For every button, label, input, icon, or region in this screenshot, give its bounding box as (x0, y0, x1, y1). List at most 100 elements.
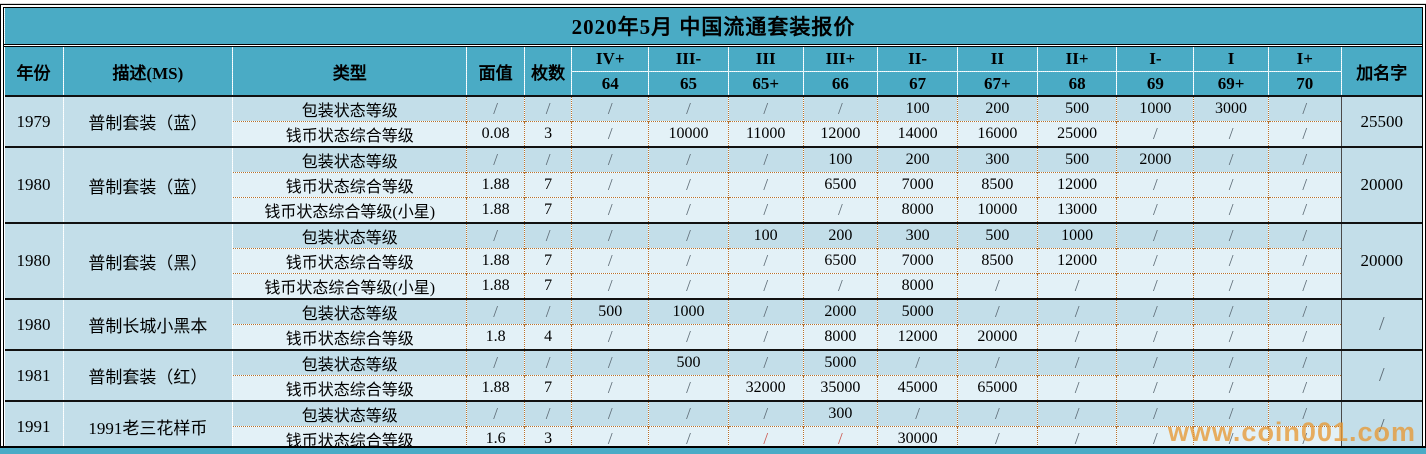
col-header-grade-num: 69 (1116, 71, 1194, 96)
grade-cell: / (1116, 298, 1194, 325)
year-cell: 1979 (4, 95, 64, 147)
type-cell: 包装状态等级 (232, 400, 467, 427)
col-header-grade-num: 66 (802, 71, 878, 96)
grade-cell: / (1193, 146, 1269, 173)
col-header-count: 枚数 (523, 45, 572, 96)
grade-cell: 8000 (877, 197, 958, 223)
count-cell: / (523, 222, 572, 249)
grade-cell: / (1116, 273, 1194, 299)
page-title: 2020年5月 中国流通套装报价 (4, 8, 1422, 47)
face-value-cell: / (466, 146, 525, 173)
add-name-cell: 25500 (1340, 95, 1422, 147)
grade-cell: / (571, 197, 649, 223)
grade-cell: / (1267, 349, 1342, 376)
year-cell: 1991 (4, 400, 64, 451)
desc-cell: 1991老三花样币 (62, 400, 234, 451)
face-value-cell: 1.88 (466, 248, 525, 274)
grade-cell: / (1116, 172, 1194, 198)
grade-cell: 12000 (877, 324, 958, 350)
watermark: www.coin001.com (1167, 417, 1416, 447)
grade-cell: / (1193, 400, 1269, 427)
type-cell: 包装状态等级 (232, 146, 467, 173)
top-gridline-strip (0, 0, 1426, 4)
grade-cell: 100 (727, 222, 804, 249)
grade-cell: / (648, 172, 729, 198)
col-header-grade-roman: IV+ (571, 45, 649, 72)
table-row: 1980 普制套装（黑） 包装状态等级 / / //100 200 300 500 1000// /… (4, 222, 1422, 299)
col-header-grade-roman: II+ (1036, 45, 1117, 72)
year-cell: 1980 (4, 146, 64, 223)
col-header-grade-num: 69+ (1193, 71, 1269, 96)
table-row: 钱币状态综合等级(小星) 1.88 7// //8000 10000 13000// / (5, 197, 1423, 223)
desc-cell: 普制套装（红） (62, 349, 234, 401)
grade-cell: / (648, 400, 729, 427)
col-header-grade-num: 64 (571, 71, 649, 96)
face-value-cell: 1.88 (466, 375, 525, 401)
grade-cell: 100 (877, 95, 958, 122)
grade-cell: / (1193, 324, 1269, 350)
col-header-desc: 描述(MS) (62, 45, 233, 96)
grade-cell: / (1267, 375, 1342, 401)
grade-cell: / (648, 222, 729, 249)
grade-cell: / (727, 273, 804, 299)
col-header-year: 年份 (4, 45, 64, 96)
grade-cell: / (727, 400, 804, 427)
grade-cell: / (1036, 273, 1117, 299)
grade-cell: / (727, 197, 804, 223)
grade-cell: / (1116, 324, 1194, 350)
year-cell: 1980 (4, 298, 64, 350)
grade-cell: 200 (956, 95, 1038, 122)
grade-cell: / (1116, 375, 1194, 401)
count-cell: 3 (523, 121, 572, 147)
next-row-strip (0, 446, 1426, 454)
grade-cell: / (727, 324, 804, 350)
grade-cell: / (956, 298, 1038, 325)
col-header-type: 类型 (232, 45, 467, 96)
count-cell: 7 (523, 172, 572, 198)
face-value-cell: 1.88 (466, 197, 525, 223)
grade-cell: / (1193, 172, 1269, 198)
count-cell: / (523, 400, 572, 427)
grade-cell: / (1193, 375, 1269, 401)
grade-cell: 2000 (1116, 146, 1194, 173)
grade-cell: 100 (802, 146, 878, 173)
type-cell: 钱币状态综合等级 (232, 324, 467, 350)
grade-cell: / (727, 248, 804, 274)
type-cell: 钱币状态综合等级(小星) (232, 273, 467, 299)
face-value-cell: / (466, 400, 525, 427)
grade-cell: / (648, 273, 729, 299)
type-cell: 钱币状态综合等级 (232, 375, 467, 401)
type-cell: 包装状态等级 (232, 222, 467, 249)
add-name-cell: / (1340, 349, 1422, 401)
grade-cell: 8000 (802, 324, 878, 350)
grade-cell: / (1116, 197, 1194, 223)
table-row: 钱币状态综合等级 0.08 3/10000 11000 12000 14000 16000 2… (5, 121, 1423, 147)
grade-cell: / (1193, 197, 1269, 223)
grade-cell: / (1193, 349, 1269, 376)
col-header-face-value: 面值 (466, 45, 525, 96)
grade-cell: / (877, 349, 958, 376)
grade-cell: 12000 (1036, 172, 1117, 198)
table-row: 钱币状态综合等级(小星) 1.88 7// //8000// / / / (5, 273, 1423, 299)
add-name-cell: / (1340, 298, 1422, 350)
grade-cell: 14000 (877, 121, 958, 147)
col-header-grade-roman: II (956, 45, 1038, 72)
grade-cell: / (727, 349, 804, 376)
count-cell: / (523, 349, 572, 376)
grade-cell: / (1036, 400, 1117, 427)
col-header-grade-roman: I- (1116, 45, 1194, 72)
grade-cell: / (727, 146, 804, 173)
table-row: 1980 普制套装（蓝） 包装状态等级 / / / //100 200 300 500 2000//… (4, 146, 1422, 223)
col-header-grade-roman: II- (877, 45, 958, 72)
grade-cell: / (571, 248, 649, 274)
grade-cell: / (571, 95, 649, 122)
table-row: 1991 1991老三花样币 包装状态等级 / / / //300// / / / / / (4, 400, 1422, 451)
add-name-cell: 20000 (1340, 222, 1422, 299)
col-header-grade-num: 67+ (956, 71, 1038, 96)
table-body: 1979 普制套装（蓝） 包装状态等级 / / / / //100 200 500 1000 3000… (4, 95, 1423, 451)
col-header-grade-num: 65 (648, 71, 729, 96)
grade-cell: 20000 (956, 324, 1038, 350)
grade-cell: / (1036, 349, 1117, 376)
add-name-cell: / (1340, 400, 1422, 451)
face-value-cell: 1.88 (466, 273, 525, 299)
